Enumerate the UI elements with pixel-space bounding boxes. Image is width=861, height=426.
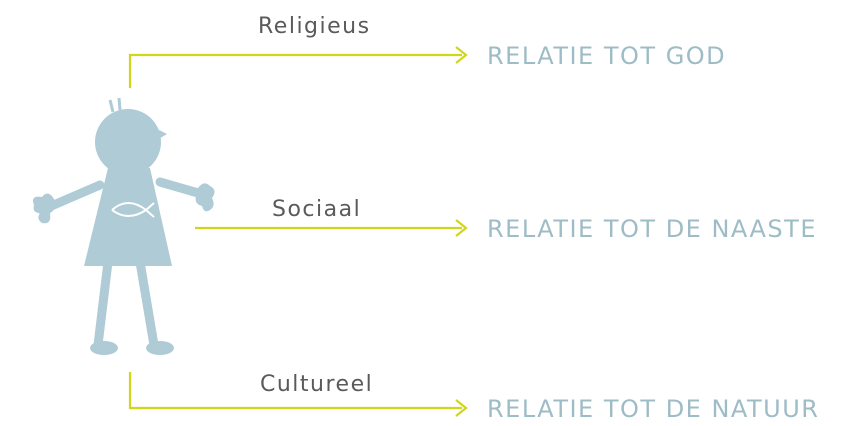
relation-target: RELATIE TOT DE NATUUR <box>487 395 819 423</box>
relation-label: Religieus <box>258 14 371 39</box>
arrow <box>130 55 462 88</box>
relation-label: Cultureel <box>260 372 373 397</box>
relation-target: RELATIE TOT GOD <box>487 42 726 70</box>
diagram: Religieus RELATIE TOT GOD Sociaal RELATI… <box>0 0 861 426</box>
relation-label: Sociaal <box>272 197 361 222</box>
child-figure <box>33 98 215 355</box>
relation-target: RELATIE TOT DE NAASTE <box>487 215 817 243</box>
